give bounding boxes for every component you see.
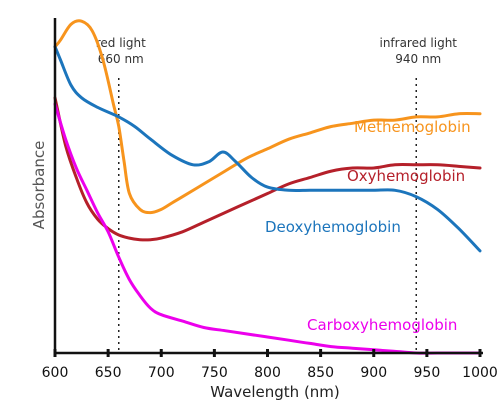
reference-label-bottom-940: 940 nm bbox=[395, 52, 441, 66]
series-label-methemoglobin: Methemoglobin bbox=[354, 118, 471, 136]
x-tick-label-700: 700 bbox=[148, 365, 175, 381]
y-axis-title: Absorbance bbox=[30, 141, 48, 230]
series-labels: Methemoglobin Oxyhemoglobin Deoxyhemoglobi… bbox=[265, 118, 471, 334]
axes bbox=[53, 18, 483, 355]
series-line-oxyhemoglobin bbox=[53, 96, 482, 242]
x-tick-label-600: 600 bbox=[42, 365, 69, 381]
reference-label-top-660: red light bbox=[96, 36, 146, 50]
x-ticks: 600 650 700 750 800 850 900 950 1000 bbox=[42, 349, 498, 381]
reference-label-bottom-660: 660 nm bbox=[98, 52, 144, 66]
x-tick-label-1000: 1000 bbox=[462, 365, 498, 381]
x-tick-label-750: 750 bbox=[201, 365, 228, 381]
series-label-deoxyhemoglobin: Deoxyhemoglobin bbox=[265, 218, 401, 236]
series-line-deoxyhemoglobin bbox=[53, 45, 482, 253]
x-tick-label-900: 900 bbox=[360, 365, 387, 381]
series-line-carboxyhemoglobin bbox=[53, 102, 482, 355]
x-tick-label-800: 800 bbox=[254, 365, 281, 381]
x-tick-label-850: 850 bbox=[307, 365, 334, 381]
series-label-oxyhemoglobin: Oxyhemoglobin bbox=[347, 167, 465, 185]
x-tick-label-950: 950 bbox=[414, 365, 441, 381]
series-label-carboxyhemoglobin: Carboxyhemoglobin bbox=[307, 316, 457, 334]
series-line-methemoglobin bbox=[53, 19, 482, 215]
x-axis-title: Wavelength (nm) bbox=[210, 383, 340, 401]
reference-lines: red light 660 nm infrared light 940 nm bbox=[96, 36, 457, 353]
x-tick-label-650: 650 bbox=[95, 365, 122, 381]
series-lines bbox=[53, 19, 482, 355]
reference-label-top-940: infrared light bbox=[379, 36, 457, 50]
